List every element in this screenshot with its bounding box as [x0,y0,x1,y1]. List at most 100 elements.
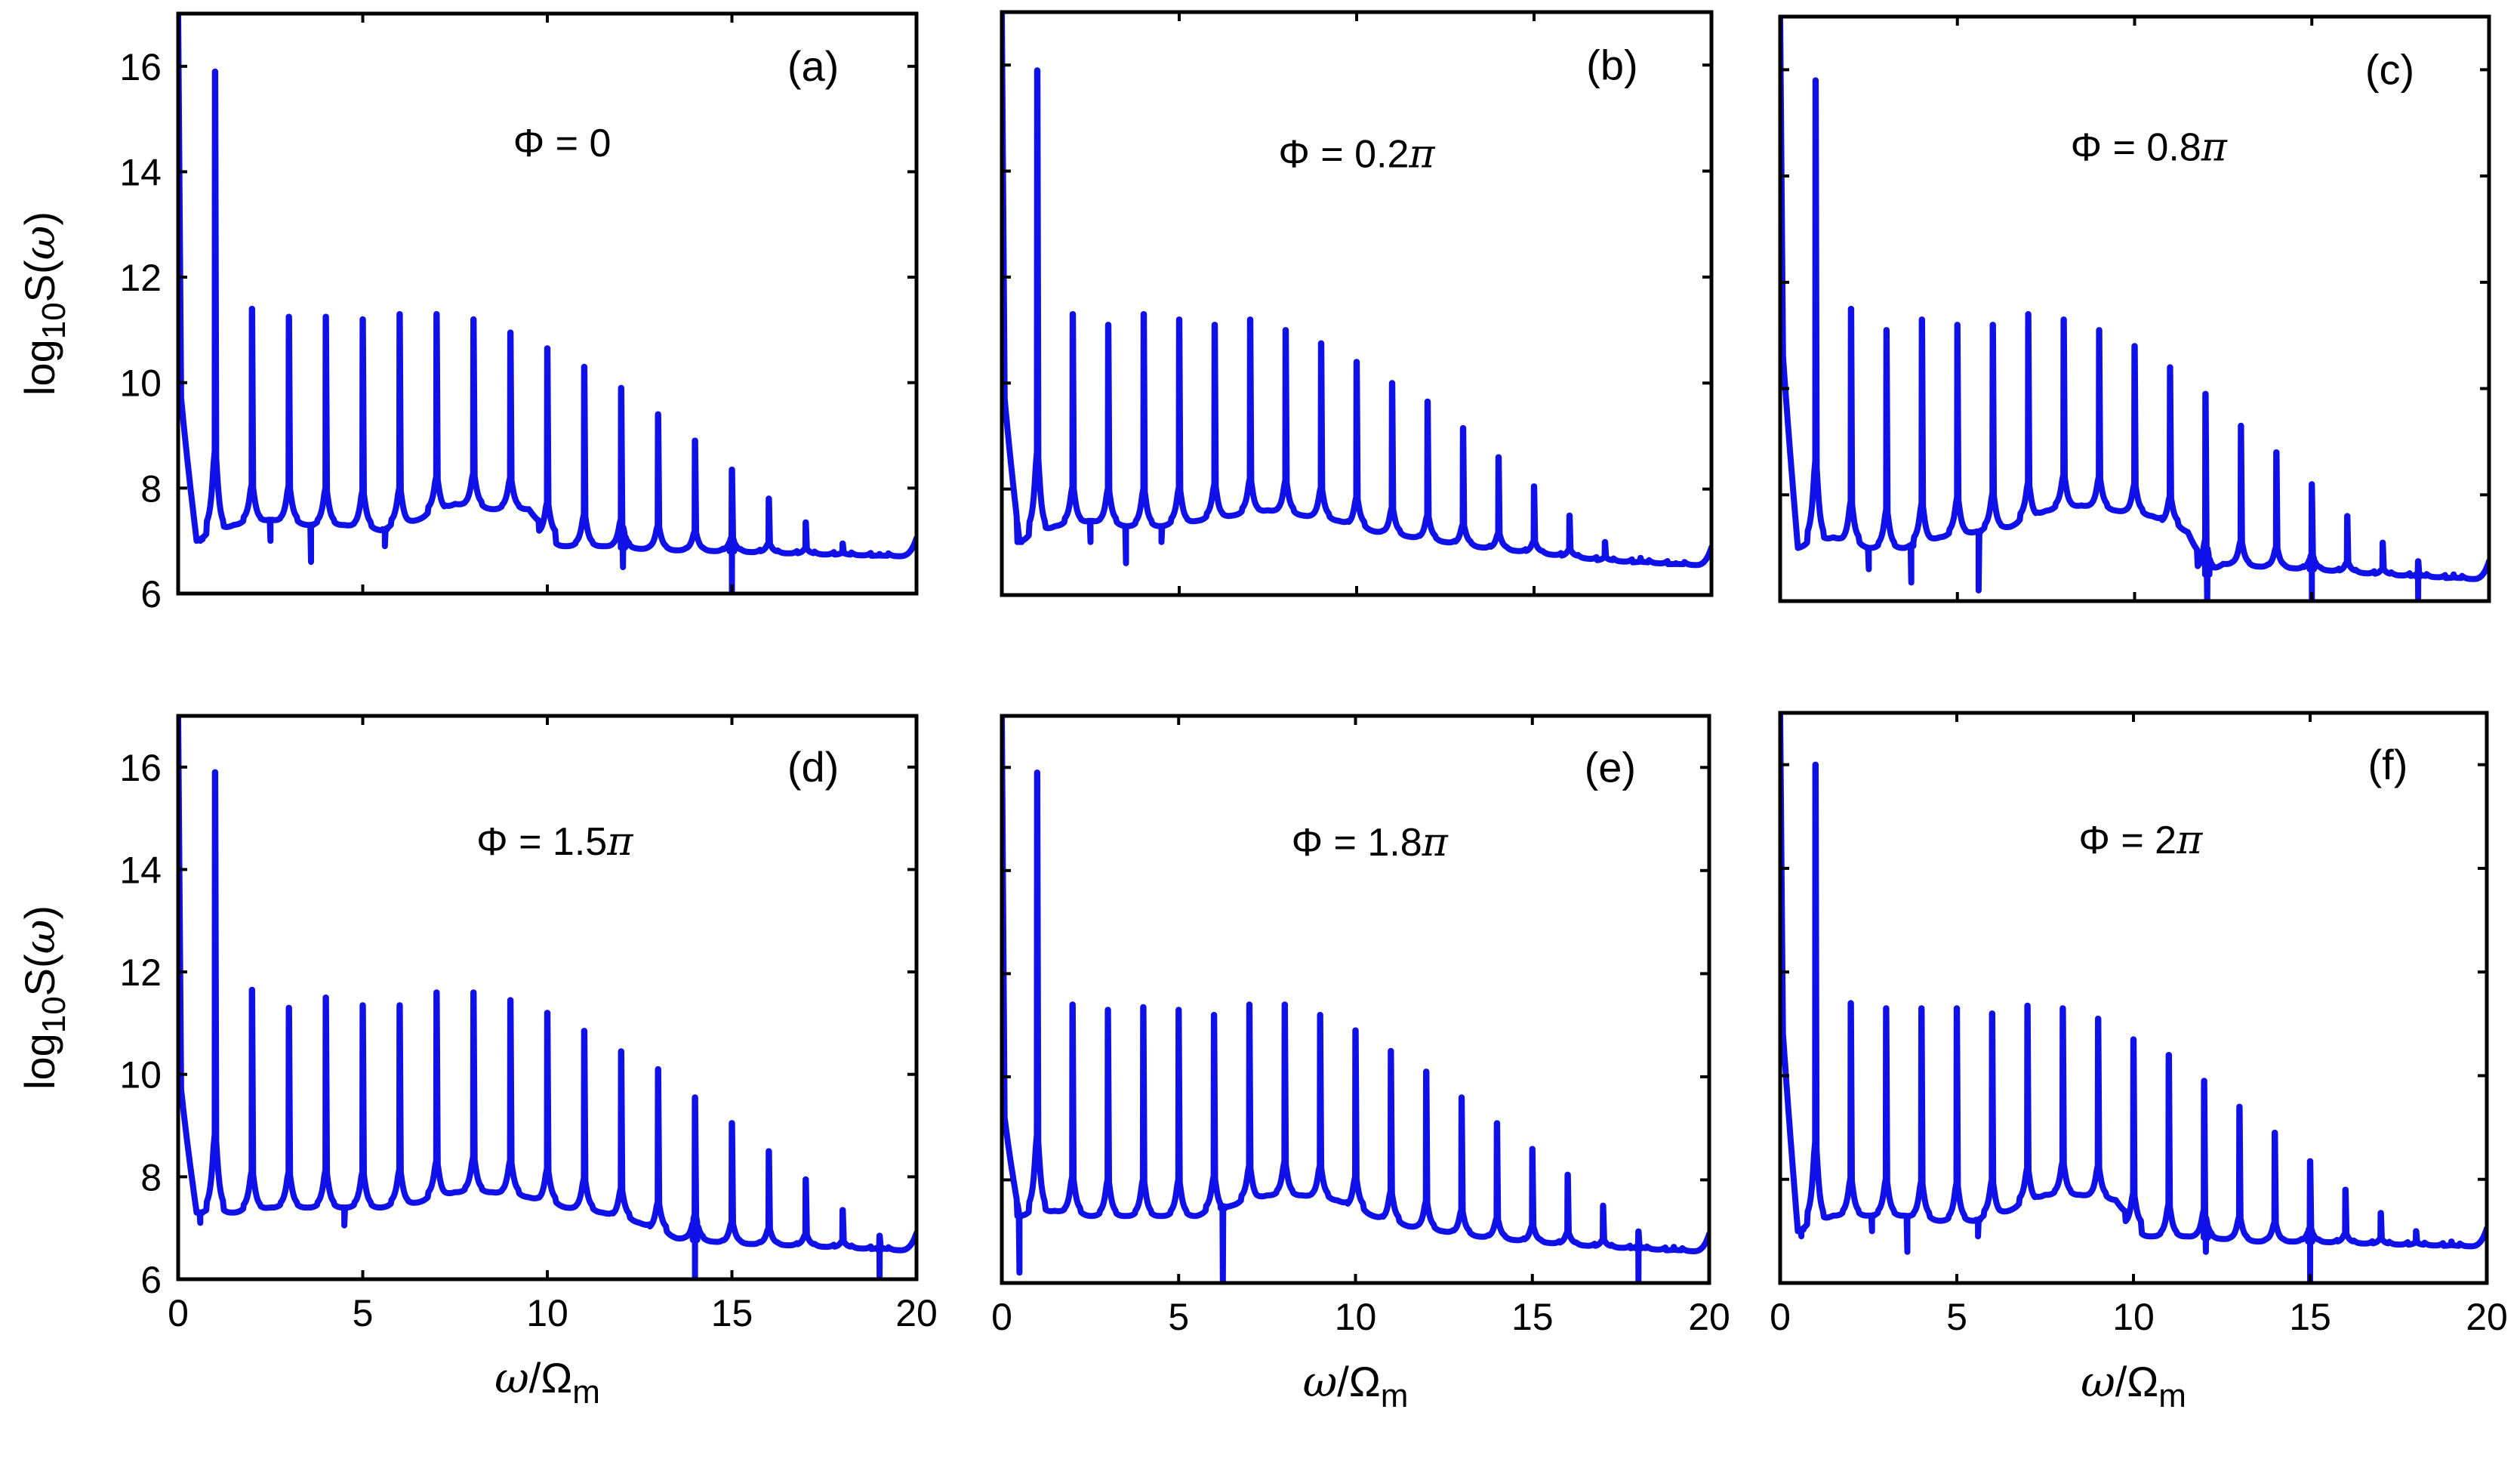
y-tick-label: 16 [119,747,162,789]
peak-point-14 [1496,455,1501,460]
peak-point-17 [803,1177,808,1182]
peak-point-9 [1319,341,1323,346]
x-tick-label: 20 [1688,1296,1730,1338]
x-tick-label: 5 [1946,1296,1967,1338]
peak-point-5 [1955,1006,1959,1010]
peak-point-18 [1638,556,1643,560]
peak-point-4 [324,315,328,319]
x-axis-label: ω/Ωm [494,1354,600,1411]
peak-point-3 [287,1006,291,1010]
peak-point-15 [2309,482,2314,486]
peak-point-19 [1674,561,1678,566]
peak-point-16 [1567,513,1572,518]
x-tick-label: 5 [353,1292,374,1334]
peak-point-9 [2097,328,2102,332]
y-tick-label: 6 [140,1259,162,1301]
phase-annotation: Φ = 2π [2078,818,2203,863]
peak-point-8 [471,990,476,995]
x-tick-label: 10 [526,1292,568,1334]
peak-point-11 [1390,381,1394,385]
peak-point-12 [619,1049,624,1053]
series-line-s [178,716,917,1279]
y-axis-label: log10S(ω) [16,905,72,1090]
peak-point-10 [2131,1037,2136,1041]
peak-point-8 [2062,317,2066,322]
peak-point-17 [2379,1210,2383,1215]
peak-point-11 [1388,1049,1393,1053]
peak-point-13 [656,412,661,417]
phase-annotation: Φ = 1.8π [1292,820,1449,865]
phase-annotation: Φ = 0.8π [2071,125,2228,170]
peak-point-10 [1354,359,1359,364]
peak-point-18 [2414,1229,2418,1233]
x-tick-label: 15 [2289,1296,2331,1338]
peak-point-9 [1318,1013,1323,1017]
peak-point-10 [545,346,550,350]
peak-point-5 [1955,322,1960,327]
series-line-s [1002,12,1711,569]
x-tick-label: 0 [991,1296,1012,1338]
peak-point-19 [877,1233,882,1238]
x-tick-label: 20 [895,1292,938,1334]
y-tick-label: 10 [119,362,162,405]
peak-point-3 [1106,1007,1111,1012]
peak-point-18 [1636,1229,1640,1234]
peak-point-8 [1283,1002,1287,1007]
peak-point-7 [2026,1004,2030,1008]
phase-annotation: Φ = 0.2π [1278,131,1435,177]
peak-point-3 [287,315,291,319]
chart-panel-a: 6 8 10 12 14 16 (a) Φ = 0 log10S(ω) [16,11,919,615]
x-axis-label: ω/Ωm [2081,1358,2186,1414]
peak-point-15 [1530,1147,1535,1152]
peak-point-19 [1671,1244,1676,1249]
peak-point-5 [361,1003,365,1007]
peak-point-1 [1035,68,1040,72]
peak-point-3 [1884,328,1889,332]
peak-point-4 [324,995,328,1000]
peak-point-1 [213,69,217,74]
chart-panel-b: (b) Φ = 0.2π [1000,10,1714,597]
peak-point-13 [1461,426,1465,430]
peak-point-13 [2238,424,2243,428]
peak-point-7 [434,990,439,995]
phase-annotation: Φ = 0 [513,122,612,165]
peak-point-6 [1991,322,1995,327]
x-axis-label: ω/Ωm [1303,1358,1409,1414]
peak-point-2 [1849,307,1853,311]
y-tick-label: 12 [119,257,162,299]
x-tick-label: 5 [1168,1296,1189,1338]
peak-point-8 [1283,328,1288,332]
y-tick-label: 16 [119,46,162,88]
x-tick-label: 10 [1335,1296,1377,1338]
series-line-s [1780,17,2489,601]
chart-panel-d: 0 5 10 15 20 6 8 10 12 14 16 (d) Φ = 1.5π log10S(ω) ω/… [16,714,938,1411]
peak-point-15 [2308,1159,2312,1164]
peak-point-17 [1603,540,1607,544]
peak-point-8 [471,317,476,322]
peak-point-6 [1990,1011,1995,1016]
peak-point-4 [1920,317,1924,322]
peak-point-12 [619,386,624,390]
peak-point-2 [1071,1002,1075,1007]
peak-point-14 [2272,1130,2277,1135]
peak-point-16 [2343,1188,2348,1192]
peak-point-16 [766,496,771,501]
phase-annotation: Φ = 1.5π [476,819,633,865]
x-tick-label: 0 [1770,1296,1791,1338]
peak-point-11 [582,1029,587,1033]
peak-point-18 [840,541,845,546]
peak-point-7 [1248,317,1252,322]
panel-label: (a) [787,42,839,90]
peak-point-14 [2274,450,2278,455]
peak-point-12 [2202,1078,2207,1083]
peak-point-5 [361,317,365,322]
peak-point-6 [397,312,402,316]
peak-point-1 [1813,763,1818,767]
x-tick-label: 15 [1511,1296,1554,1338]
peak-point-15 [1532,484,1536,489]
panel-label: (e) [1585,744,1636,791]
chart-panel-e: 0 5 10 15 20 (e) Φ = 1.8π ω/Ωm [991,714,1730,1414]
peak-point-16 [1566,1173,1570,1177]
y-tick-label: 8 [140,1156,162,1198]
